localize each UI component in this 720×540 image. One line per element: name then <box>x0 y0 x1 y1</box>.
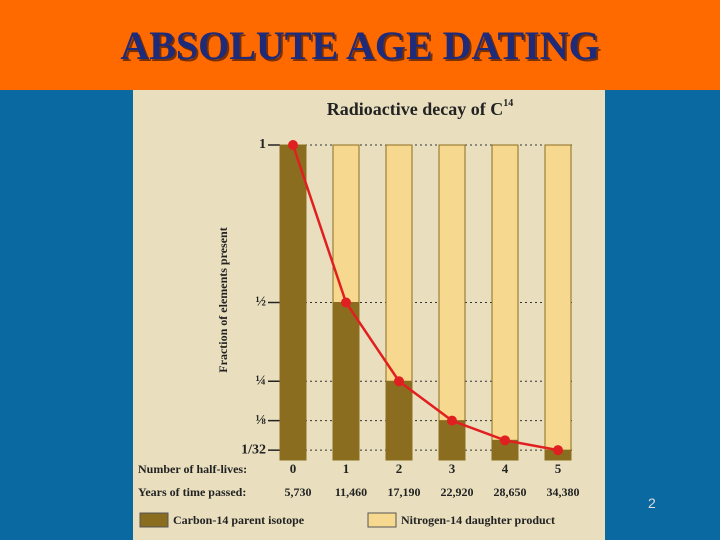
bar-segment <box>279 144 307 461</box>
decay-point <box>553 445 563 456</box>
x-tick-label: 34,380 <box>547 485 580 499</box>
category-label: 1 <box>343 461 350 476</box>
y-tick-label: ¼ <box>256 373 267 388</box>
x-tick-label: 5,730 <box>285 485 312 499</box>
legend-label: Nitrogen-14 daughter product <box>401 513 555 527</box>
category-label: 5 <box>555 461 562 476</box>
chart-title-main: Radioactive decay of C <box>327 99 503 119</box>
y-tick-label: ⅛ <box>256 413 267 428</box>
bar-segment <box>385 144 413 382</box>
bar-segment <box>385 380 413 461</box>
x-tick-label: 17,190 <box>388 485 421 499</box>
chart-title: Radioactive decay of C14 <box>327 98 513 119</box>
decay-point <box>447 415 457 426</box>
x-row-label: Years of time passed: <box>138 485 246 499</box>
x-tick-label: 11,460 <box>335 485 367 499</box>
decay-point <box>500 435 510 446</box>
category-label: 2 <box>396 461 403 476</box>
category-label: 0 <box>290 461 297 476</box>
legend-swatch <box>367 512 397 528</box>
y-tick-label: 1 <box>259 137 266 152</box>
category-label: 3 <box>449 461 456 476</box>
x-tick-label: 28,650 <box>494 485 527 499</box>
chart-title-sup: 14 <box>503 98 513 109</box>
header: ABSOLUTE AGE DATING <box>0 0 720 90</box>
category-label: 4 <box>502 461 509 476</box>
page-number: 2 <box>648 495 656 511</box>
bar-segment <box>491 144 519 441</box>
slide-title: ABSOLUTE AGE DATING <box>120 23 600 68</box>
x-tick-label: 22,920 <box>441 485 474 499</box>
chart-background <box>133 90 605 540</box>
y-axis-label: Fraction of elements present <box>216 227 230 372</box>
y-tick-label: ½ <box>256 295 267 310</box>
bar-segment <box>332 302 360 461</box>
decay-point <box>341 297 351 308</box>
bar-segment <box>438 144 466 422</box>
category-row-label: Number of half-lives: <box>138 462 247 476</box>
legend-label: Carbon-14 parent isotope <box>173 513 305 527</box>
bar-segment <box>438 420 466 461</box>
y-tick-label: 1/32 <box>241 442 266 457</box>
bar-segment <box>544 144 572 451</box>
decay-point <box>394 376 404 387</box>
decay-curve <box>291 144 559 452</box>
legend-swatch <box>139 512 169 528</box>
decay-point <box>288 140 298 150</box>
